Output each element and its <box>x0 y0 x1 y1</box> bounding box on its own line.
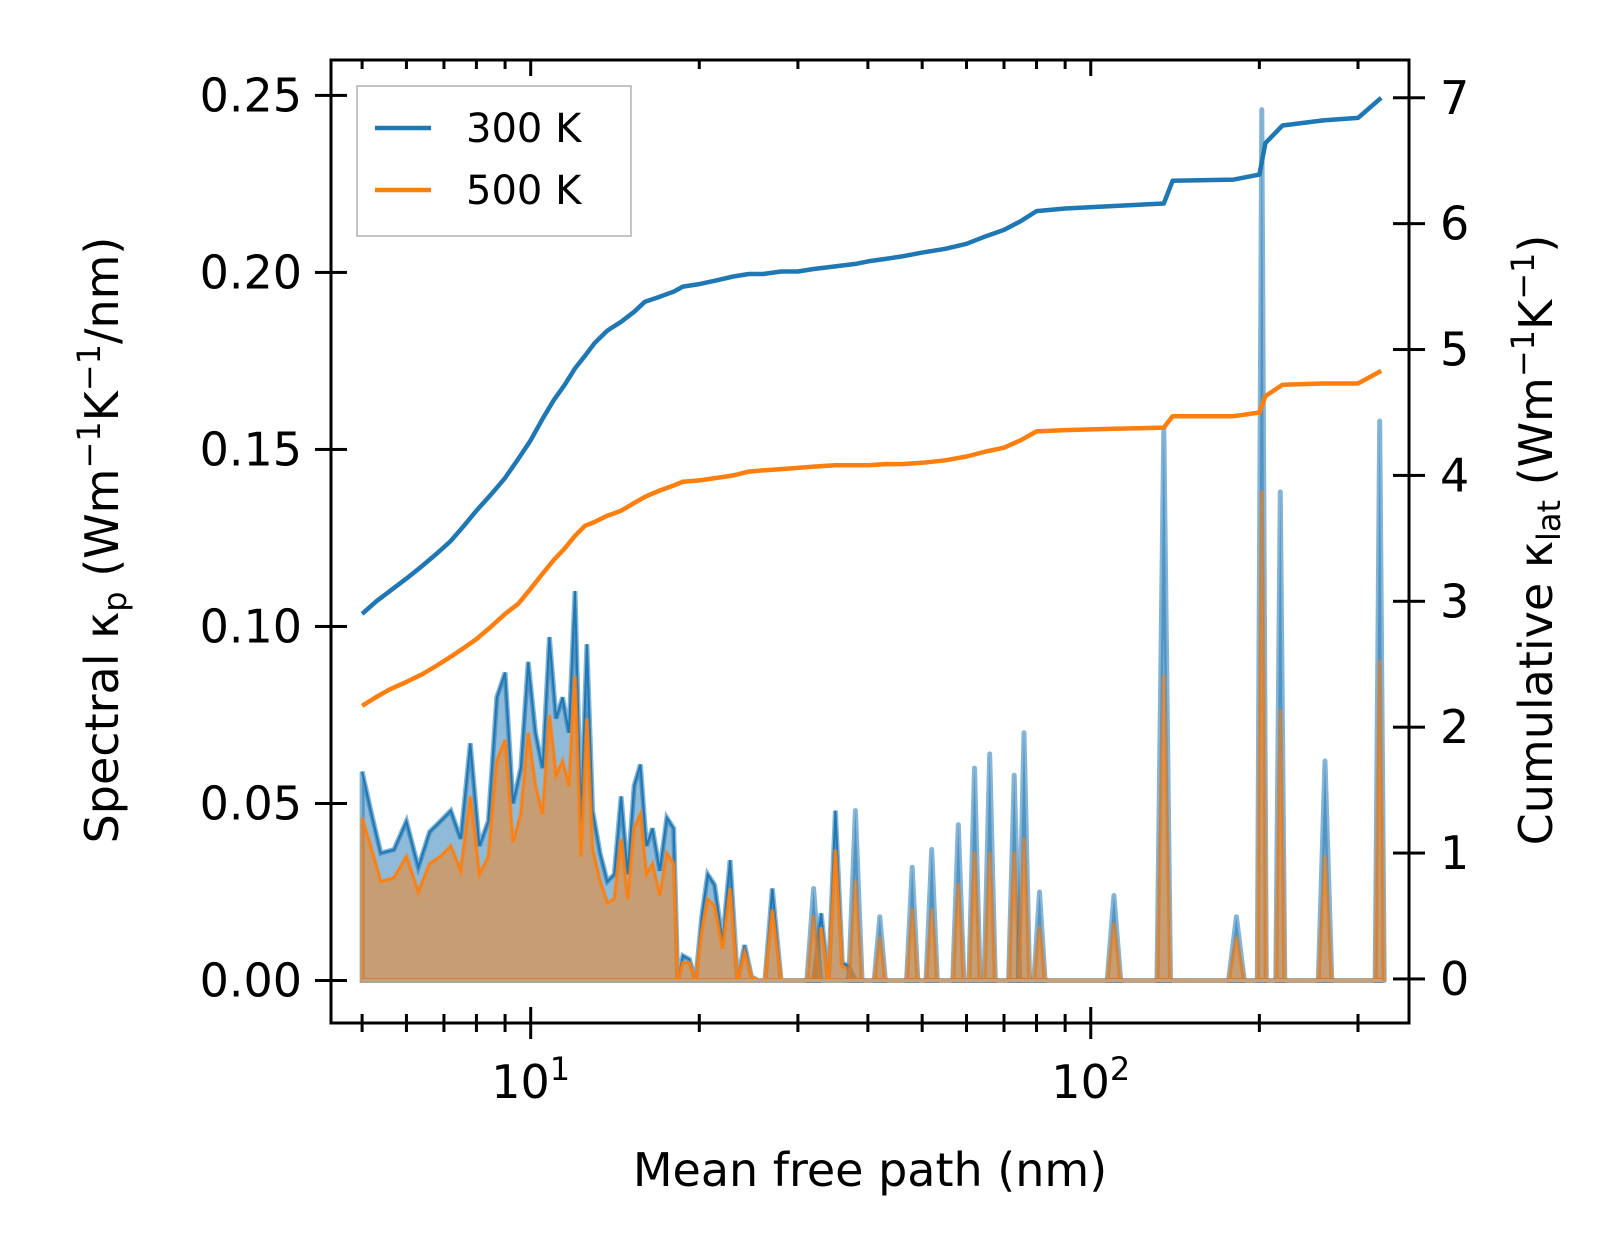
y-left-tick-label: 0.15 <box>200 422 302 476</box>
x-tick-label: 101 <box>491 1050 570 1109</box>
y-right-tick-label: 0 <box>1440 952 1469 1006</box>
x-tick-label: 102 <box>1051 1050 1130 1109</box>
x-axis-label: Mean free path (nm) <box>633 1143 1107 1197</box>
y-right-tick-label: 7 <box>1440 71 1469 125</box>
legend-label-300k: 300 K <box>466 106 583 152</box>
y-right-tick-label: 6 <box>1440 197 1469 251</box>
y-left-tick-label: 0.20 <box>200 245 302 299</box>
plot-frame <box>329 58 1411 1025</box>
spectral-areas <box>359 107 1387 983</box>
cumulative-line-500k <box>360 368 1383 708</box>
legend-label-500k: 500 K <box>466 168 583 214</box>
y-axis-left-label: Spectral κp (Wm−1K−1/nm) <box>70 237 134 844</box>
y-right-tick-label: 1 <box>1440 826 1469 880</box>
y-left-tick-label: 0.25 <box>200 68 302 122</box>
y-axis-right-label: Cumulative κlat (Wm−1K−1) <box>1504 235 1568 846</box>
legend: 300 K 500 K <box>356 85 632 237</box>
y-left-tick-label: 0.05 <box>200 776 302 830</box>
y-right-tick-label: 2 <box>1440 700 1469 754</box>
y-right-tick-label: 4 <box>1440 448 1469 502</box>
y-right-tick-label: 3 <box>1440 574 1469 628</box>
cumulative-line-300k <box>360 96 1383 616</box>
legend-box <box>356 85 632 237</box>
tick-labels: 101 102 0.00 0.05 0.10 0.15 0.20 0.25 0 1 2 3 4 5 6 7 <box>200 68 1470 1109</box>
y-left-tick-label: 0.10 <box>200 599 302 653</box>
y-left-tick-label: 0.00 <box>200 954 302 1008</box>
axis-ticks <box>315 60 1425 1039</box>
y-right-tick-label: 5 <box>1440 323 1469 377</box>
cumulative-lines <box>360 96 1383 708</box>
